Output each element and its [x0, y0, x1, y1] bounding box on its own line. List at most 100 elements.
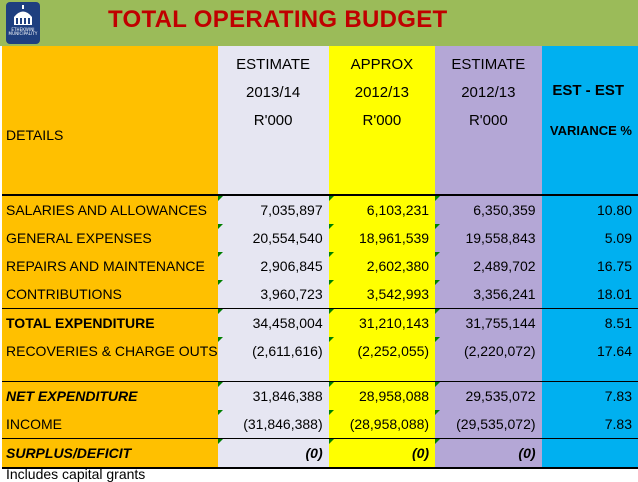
approx-2012-13-line3: R'000 — [362, 112, 402, 129]
est-2012-13-header: ESTIMATE 2012/13 R'000 — [435, 46, 542, 195]
est-2012-13-line3: R'000 — [468, 112, 508, 129]
cell-marker-icon — [328, 280, 334, 285]
cell-marker-icon — [435, 224, 441, 229]
row-label: CONTRIBUTIONS — [2, 280, 218, 309]
row-label: RECOVERIES & CHARGE OUTS — [2, 337, 218, 382]
variance-cell: 10.80 — [541, 194, 638, 224]
est-2013-14-header: ESTIMATE 2013/14 R'000 — [217, 46, 329, 195]
est-2013-14-cell: 31,846,388 — [217, 381, 329, 410]
logo-text: ETHEKWINI MUNICIPALITY — [8, 27, 38, 36]
page-title: TOTAL OPERATING BUDGET — [108, 6, 448, 33]
variance-cell: 7.83 — [541, 381, 638, 410]
row-label: INCOME — [2, 410, 218, 439]
cell-marker-icon — [217, 309, 223, 314]
row-label: SURPLUS/DEFICIT — [2, 438, 218, 469]
est-2012-13-cell: (2,220,072) — [435, 337, 542, 382]
approx-2012-13-cell: 18,961,539 — [328, 224, 436, 252]
est-2012-13-cell: 2,489,702 — [435, 252, 542, 280]
est-2012-13-cell: (29,535,072) — [435, 410, 542, 439]
variance-cell: 5.09 — [541, 224, 638, 252]
cell-marker-icon — [435, 280, 441, 285]
est-2013-14-cell: 20,554,540 — [217, 224, 329, 252]
est-2013-14-cell: 34,458,004 — [217, 308, 329, 337]
est-2013-14-cell: 2,906,845 — [217, 252, 329, 280]
est-2013-14-cell: (2,611,616) — [217, 337, 329, 382]
approx-2012-13-cell: 31,210,143 — [328, 308, 436, 337]
cell-marker-icon — [217, 410, 223, 415]
row-label: TOTAL EXPENDITURE — [2, 308, 218, 337]
cell-marker-icon — [217, 337, 223, 342]
cell-marker-icon — [435, 410, 441, 415]
cell-marker-icon — [328, 197, 334, 201]
header-row: DETAILS ESTIMATE 2013/14 R'000 APPROX 20… — [2, 46, 638, 195]
variance-cell: 16.75 — [541, 252, 638, 280]
variance-header: EST - EST VARIANCE % — [541, 46, 638, 195]
est-2012-13-line1: ESTIMATE — [451, 56, 526, 73]
approx-2012-13-cell: 3,542,993 — [328, 280, 436, 309]
row-label: REPAIRS AND MAINTENANCE — [2, 252, 218, 280]
cell-marker-icon — [435, 382, 441, 387]
details-header-label: DETAILS — [6, 127, 64, 143]
row-label: SALARIES AND ALLOWANCES — [2, 194, 218, 224]
est-2013-14-line1: ESTIMATE — [236, 56, 311, 73]
approx-2012-13-cell: 6,103,231 — [328, 194, 436, 224]
est-2012-13-cell: 3,356,241 — [435, 280, 542, 309]
est-2013-14-cell: (31,846,388) — [217, 410, 329, 439]
approx-2012-13-line2: 2012/13 — [354, 84, 409, 101]
approx-2012-13-line1: APPROX — [350, 56, 414, 73]
table-row: CONTRIBUTIONS 3,960,723 3,542,993 3,356,… — [2, 280, 638, 309]
cell-marker-icon — [217, 197, 223, 201]
est-2013-14-cell: 3,960,723 — [217, 280, 329, 309]
est-2013-14-cell: (0) — [217, 438, 329, 469]
est-2012-13-cell: 19,558,843 — [435, 224, 542, 252]
variance-cell — [541, 438, 638, 469]
municipality-logo: ETHEKWINI MUNICIPALITY — [6, 2, 40, 44]
dome-icon — [14, 5, 32, 25]
table-row: GENERAL EXPENSES 20,554,540 18,961,539 1… — [2, 224, 638, 252]
row-label: GENERAL EXPENSES — [2, 224, 218, 252]
cell-marker-icon — [217, 252, 223, 257]
est-2012-13-cell: (0) — [435, 438, 542, 469]
variance-cell: 8.51 — [541, 308, 638, 337]
budget-table: DETAILS ESTIMATE 2013/14 R'000 APPROX 20… — [2, 46, 638, 469]
cell-marker-icon — [435, 309, 441, 314]
est-2012-13-line2: 2012/13 — [461, 84, 516, 101]
est-2012-13-cell: 6,350,359 — [435, 194, 542, 224]
variance-cell: 17.64 — [541, 337, 638, 382]
cell-marker-icon — [328, 439, 334, 444]
cell-marker-icon — [217, 280, 223, 285]
est-2013-14-line3: R'000 — [253, 112, 293, 129]
cell-marker-icon — [328, 309, 334, 314]
cell-marker-icon — [217, 224, 223, 229]
variance-cell: 7.83 — [541, 410, 638, 439]
approx-2012-13-cell: (2,252,055) — [328, 337, 436, 382]
table-row: REPAIRS AND MAINTENANCE 2,906,845 2,602,… — [2, 252, 638, 280]
header-bar — [0, 0, 638, 46]
table-row: RECOVERIES & CHARGE OUTS (2,611,616) (2,… — [2, 337, 638, 382]
est-2013-14-cell: 7,035,897 — [217, 194, 329, 224]
table-row: NET EXPENDITURE 31,846,388 28,958,088 29… — [2, 381, 638, 410]
variance-cell: 18.01 — [541, 280, 638, 309]
approx-2012-13-cell: 2,602,380 — [328, 252, 436, 280]
cell-marker-icon — [328, 337, 334, 342]
cell-marker-icon — [435, 439, 441, 444]
approx-2012-13-cell: (0) — [328, 438, 436, 469]
est-2012-13-cell: 31,755,144 — [435, 308, 542, 337]
approx-2012-13-cell: 28,958,088 — [328, 381, 436, 410]
cell-marker-icon — [217, 382, 223, 387]
table-row: SALARIES AND ALLOWANCES 7,035,897 6,103,… — [2, 194, 638, 224]
approx-2012-13-cell: (28,958,088) — [328, 410, 436, 439]
cell-marker-icon — [328, 252, 334, 257]
cell-marker-icon — [435, 197, 441, 201]
table-row: SURPLUS/DEFICIT (0) (0) (0) — [2, 438, 638, 469]
cell-marker-icon — [328, 410, 334, 415]
variance-line2: VARIANCE % — [549, 123, 632, 138]
footnote: Includes capital grants — [6, 466, 146, 482]
table-row: TOTAL EXPENDITURE 34,458,004 31,210,143 … — [2, 308, 638, 337]
details-header: DETAILS — [2, 46, 218, 195]
est-2013-14-line2: 2013/14 — [246, 84, 301, 101]
cell-marker-icon — [328, 382, 334, 387]
variance-line1: EST - EST — [552, 82, 624, 99]
cell-marker-icon — [217, 439, 223, 444]
table-row: INCOME (31,846,388) (28,958,088) (29,535… — [2, 410, 638, 439]
